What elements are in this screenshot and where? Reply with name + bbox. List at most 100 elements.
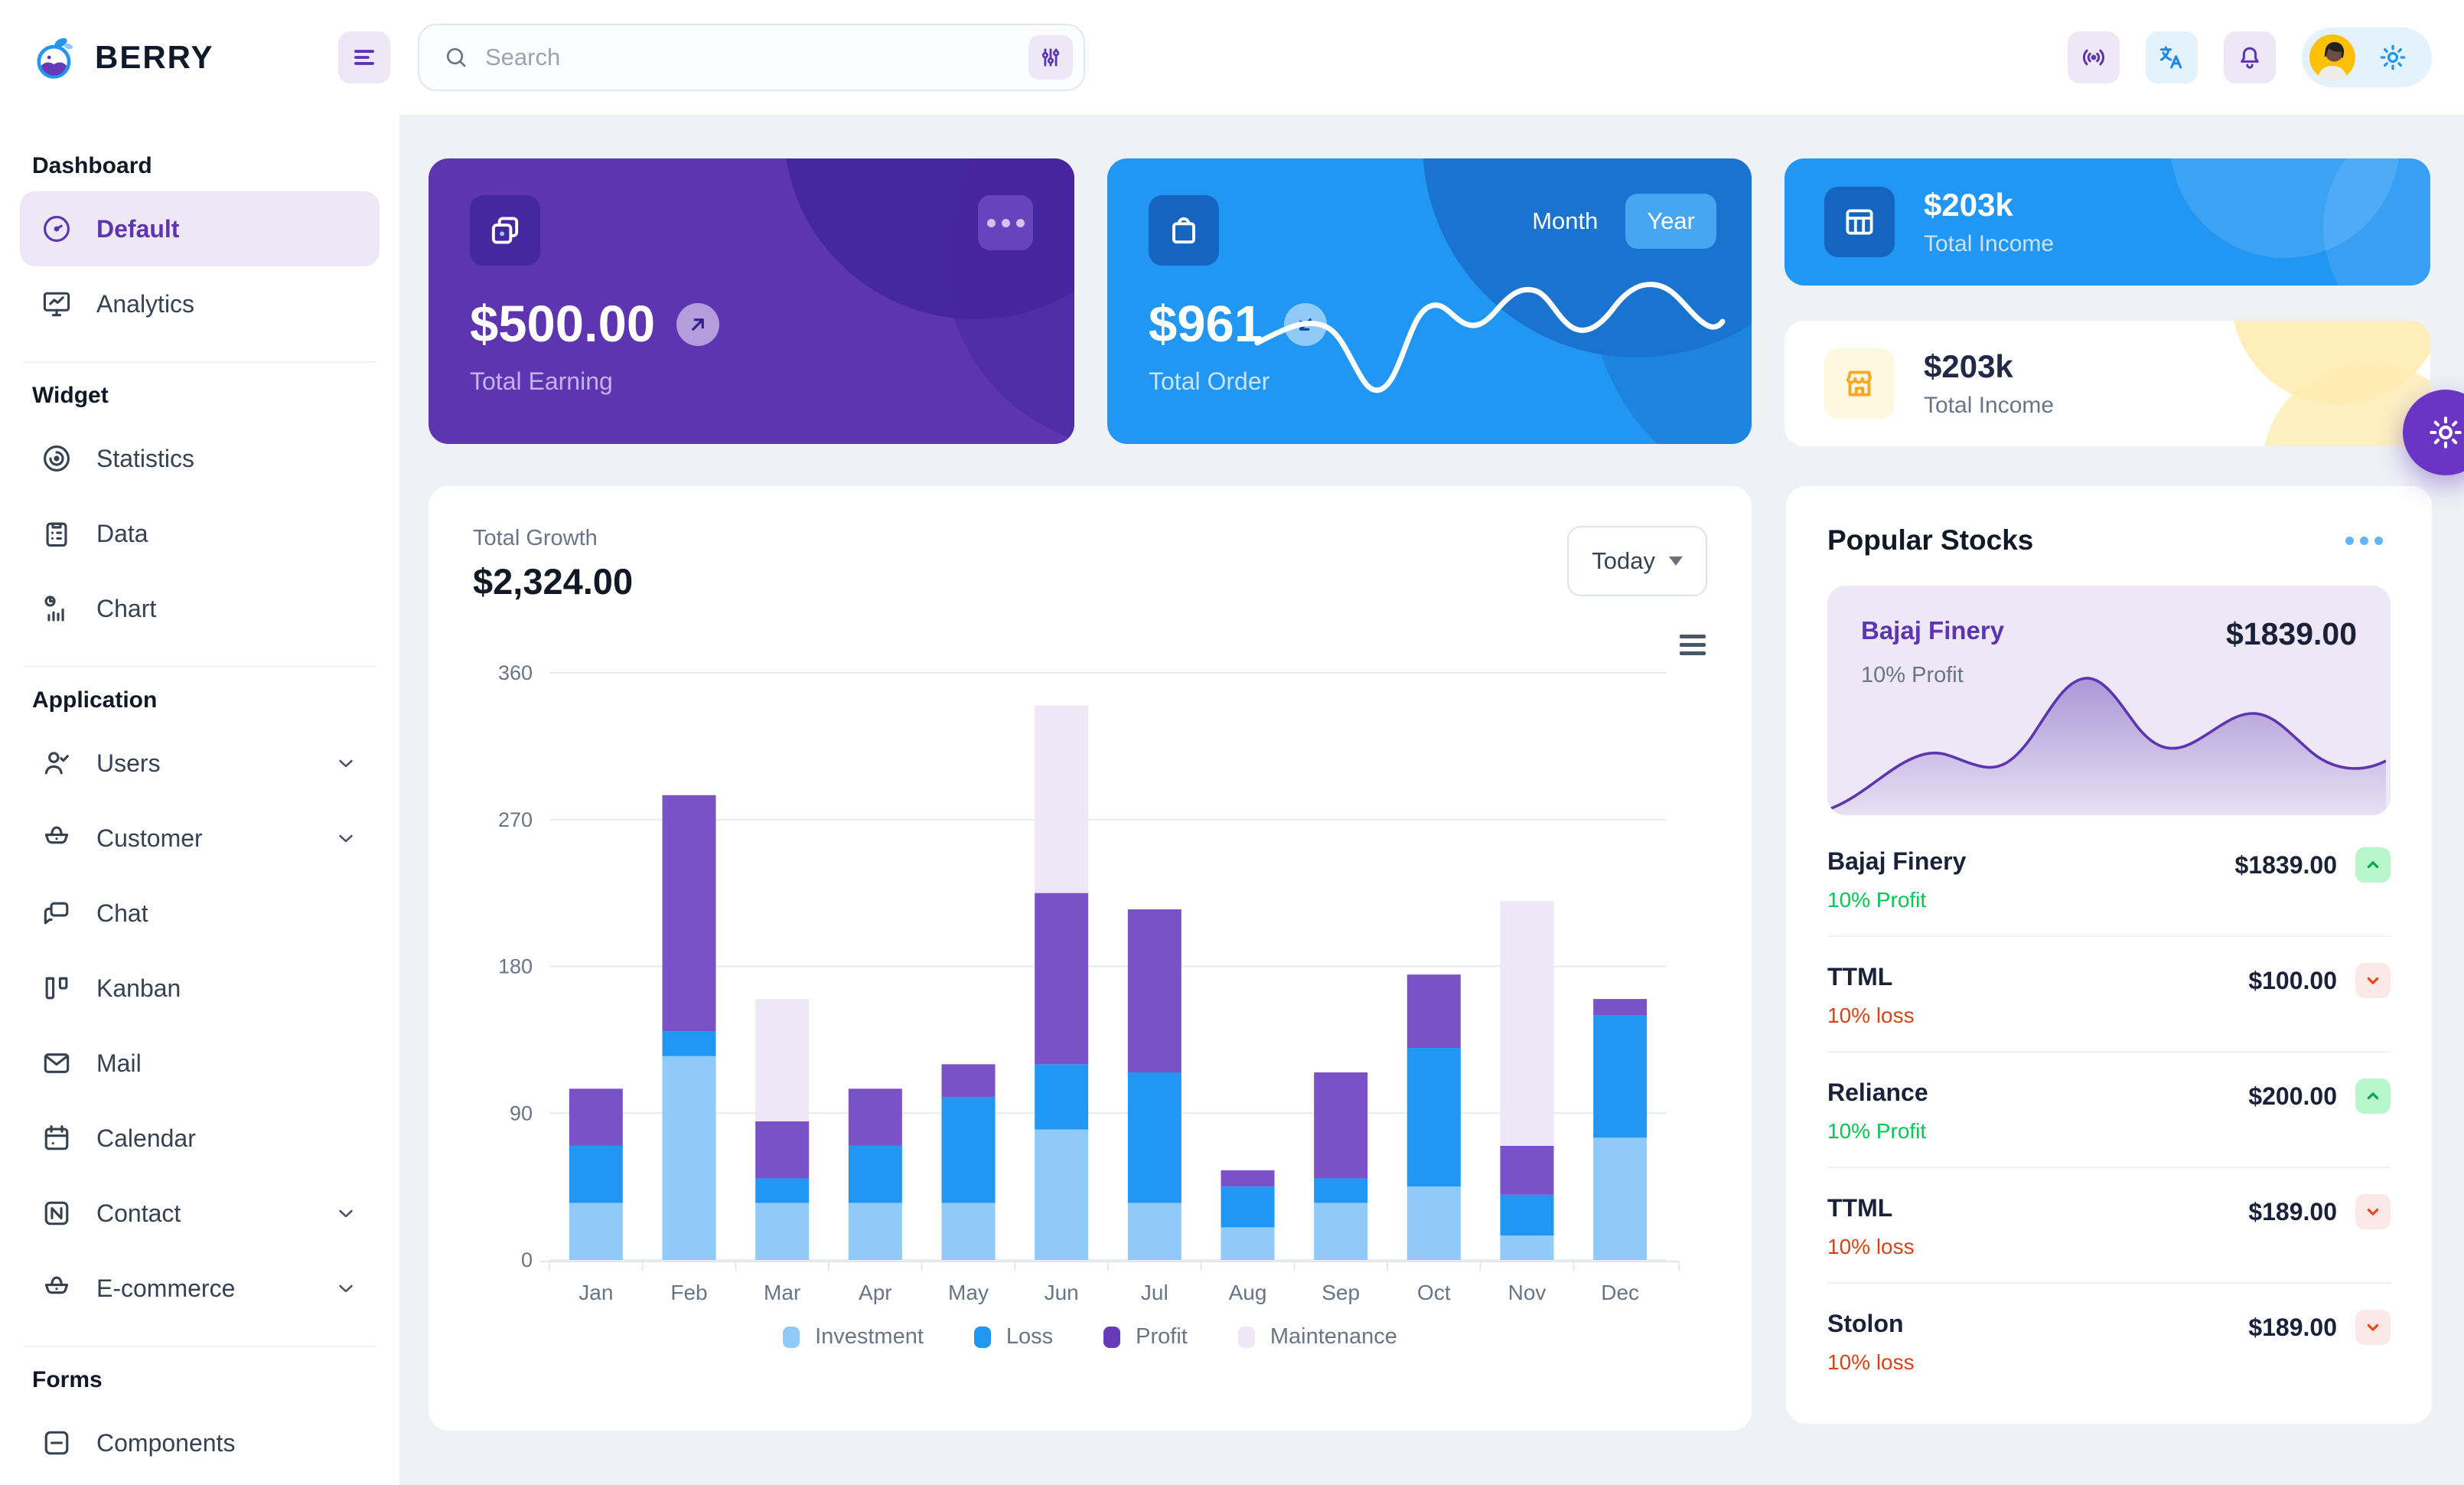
sidebar-item-e-commerce[interactable]: E-commerce: [20, 1251, 380, 1326]
x-axis-label: May: [948, 1281, 989, 1304]
menu-toggle-button[interactable]: [338, 31, 390, 83]
bar-segment-investment-aug: [1221, 1227, 1275, 1260]
sidebar-item-users[interactable]: Users: [20, 726, 380, 801]
sidebar-item-customer[interactable]: Customer: [20, 801, 380, 876]
bar-segment-profit-mar: [755, 1121, 810, 1179]
caret-down-icon: [1669, 556, 1683, 566]
month-toggle-button[interactable]: Month: [1511, 194, 1619, 249]
stock-row-bajaj-finery: Bajaj Finery 10% Profit $1839.00: [1827, 821, 2391, 937]
stock-row-reliance: Reliance 10% Profit $200.00: [1827, 1053, 2391, 1168]
popular-stocks-title: Popular Stocks: [1827, 524, 2034, 556]
bar-segment-loss-feb: [662, 1031, 716, 1056]
stock-change: 10% loss: [1827, 1350, 1915, 1374]
broadcast-button[interactable]: [2068, 31, 2120, 83]
contact-icon: [40, 1196, 73, 1230]
sidebar-item-analytics[interactable]: Analytics: [20, 266, 380, 341]
chevron-down-icon: [2355, 1194, 2391, 1229]
stocks-menu-button[interactable]: [2338, 529, 2391, 553]
sidebar-item-data[interactable]: Data: [20, 496, 380, 571]
bar-segment-profit-jun: [1035, 893, 1089, 1065]
chart-menu-button[interactable]: [1680, 635, 1706, 655]
bar-segment-loss-sep: [1314, 1178, 1368, 1203]
profile-menu[interactable]: [2302, 28, 2432, 87]
divider: [23, 1346, 376, 1347]
range-select-value: Today: [1592, 547, 1655, 574]
basket-icon: [40, 1271, 73, 1305]
legend-item-profit[interactable]: Profit: [1103, 1324, 1188, 1350]
stock-info: Bajaj Finery 10% Profit: [1827, 847, 1966, 912]
total-income-value: $203k: [1924, 187, 2013, 223]
total-growth-value: $2,324.00: [473, 561, 634, 602]
year-toggle-button[interactable]: Year: [1625, 194, 1716, 249]
search-input[interactable]: [485, 44, 1013, 71]
sidebar: Dashboard Default Analytics Widget Statistic…: [0, 115, 399, 1485]
x-axis-label: Dec: [1601, 1281, 1639, 1304]
stock-name: TTML: [1827, 1194, 1893, 1222]
sidebar-section-title: Application: [32, 687, 158, 713]
total-earning-card: $500.00 Total Earning: [429, 158, 1074, 444]
stock-info: TTML 10% loss: [1827, 1194, 1915, 1259]
gear-icon: [2426, 413, 2464, 452]
chevron-down-icon: [332, 1274, 360, 1302]
bar-segment-profit-sep: [1314, 1072, 1368, 1179]
legend-item-loss[interactable]: Loss: [973, 1324, 1053, 1350]
total-order-value: $961: [1149, 295, 1263, 353]
sidebar-item-statistics[interactable]: Statistics: [20, 421, 380, 496]
calendar-icon: [40, 1121, 73, 1155]
sidebar-item-calendar[interactable]: Calendar: [20, 1101, 380, 1176]
y-axis-tick: 180: [498, 955, 533, 978]
featured-stock-value: $1839.00: [2225, 616, 2357, 651]
stock-value-group: $200.00: [2248, 1079, 2391, 1114]
growth-chart: 0 90 180 270 360 Jan Feb Mar Apr May Jun Jul Aug Sep O…: [473, 621, 1707, 1350]
settings-gear-icon: [2377, 41, 2409, 73]
storefront-icon: [1824, 348, 1895, 419]
legend-swatch: [1103, 1326, 1121, 1348]
bar-segment-profit-feb: [662, 795, 716, 1032]
table-icon: [1824, 187, 1895, 257]
gauge-icon: [40, 212, 73, 246]
stock-value-group: $1839.00: [2235, 847, 2391, 883]
sidebar-item-default[interactable]: Default: [20, 191, 380, 266]
stock-change: 10% Profit: [1827, 888, 1927, 912]
bar-segment-loss-apr: [848, 1145, 902, 1203]
bar-segment-profit-nov: [1500, 1145, 1554, 1195]
translate-button[interactable]: [2146, 31, 2198, 83]
sidebar-item-components[interactable]: Components: [20, 1405, 380, 1480]
search-settings-button[interactable]: [1028, 35, 1073, 80]
featured-stock-sub: 10% Profit: [1861, 663, 1964, 687]
popular-stocks-card: Popular Stocks Bajaj Finery $1839.00 10%…: [1786, 486, 2432, 1424]
total-income-label: Total Income: [1924, 231, 2055, 256]
sidebar-item-label: E-commerce: [96, 1274, 236, 1302]
notifications-button[interactable]: [2224, 31, 2276, 83]
customizer-fab-button[interactable]: [2403, 390, 2464, 475]
x-axis-label: Jan: [579, 1281, 613, 1304]
app-header: BERRY: [0, 0, 2464, 115]
x-axis-label: Jul: [1141, 1281, 1168, 1304]
mail-icon: [40, 1046, 73, 1080]
stock-change: 10% Profit: [1827, 1119, 1927, 1143]
total-income-card-light: $203k Total Income: [1784, 321, 2430, 446]
y-axis-tick: 360: [498, 661, 533, 684]
sidebar-item-kanban[interactable]: Kanban: [20, 951, 380, 1026]
range-select[interactable]: Today: [1567, 526, 1707, 596]
sidebar-item-mail[interactable]: Mail: [20, 1026, 380, 1101]
legend-item-investment[interactable]: Investment: [783, 1324, 924, 1350]
sidebar-item-label: Mail: [96, 1049, 142, 1077]
earning-card-menu-button[interactable]: [978, 195, 1033, 250]
chevron-down-icon: [332, 824, 360, 852]
bar-segment-profit-apr: [848, 1088, 902, 1146]
berry-logo-icon: [32, 34, 80, 81]
sidebar-item-chart[interactable]: Chart: [20, 571, 380, 646]
sidebar-item-chat[interactable]: Chat: [20, 876, 380, 951]
stock-value: $189.00: [2248, 1197, 2337, 1226]
header-actions: [2068, 28, 2432, 87]
bar-segment-profit-may: [941, 1064, 996, 1097]
sidebar-item-label: Chat: [96, 899, 148, 927]
bar-segment-loss-mar: [755, 1178, 810, 1203]
legend-item-maintenance[interactable]: Maintenance: [1237, 1324, 1397, 1350]
bar-segment-investment-mar: [755, 1203, 810, 1260]
legend-label: Investment: [815, 1324, 924, 1349]
bar-segment-loss-nov: [1500, 1194, 1554, 1236]
stock-info: Reliance 10% Profit: [1827, 1079, 1928, 1144]
sidebar-item-contact[interactable]: Contact: [20, 1176, 380, 1251]
